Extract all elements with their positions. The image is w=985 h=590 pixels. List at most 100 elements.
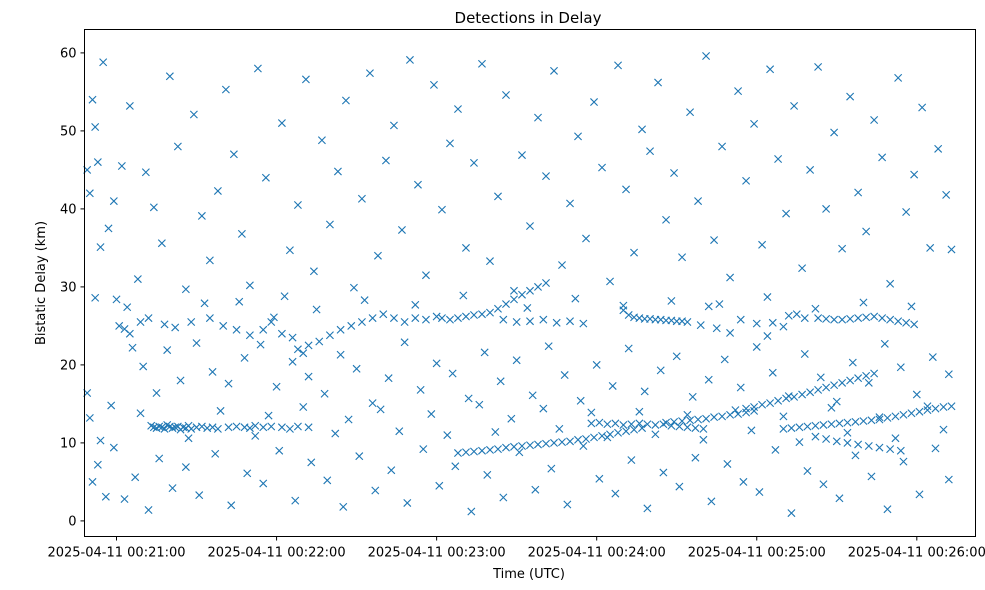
detection-point (915, 490, 924, 499)
detection-point (184, 434, 193, 443)
detection-point (694, 415, 703, 424)
detection-point (902, 208, 911, 217)
detection-point (464, 394, 473, 403)
detection-point (448, 369, 457, 378)
detection-point (411, 314, 420, 323)
x-tick-label: 2025-04-11 00:25:00 (688, 546, 826, 561)
y-tick-label: 40 (60, 202, 77, 217)
detection-point (742, 408, 751, 417)
detection-point (475, 400, 484, 409)
detection-point (566, 199, 575, 208)
detection-point (144, 505, 153, 514)
detection-point (264, 411, 273, 420)
detection-point (176, 376, 185, 385)
detection-point (763, 332, 772, 341)
detection-point (691, 453, 700, 462)
detection-point (285, 424, 294, 433)
detection-point (259, 423, 268, 432)
detection-point (101, 492, 110, 501)
detection-point (136, 409, 145, 418)
x-tick-label: 2025-04-11 00:23:00 (368, 546, 506, 561)
detection-point (403, 498, 412, 507)
detection-point (179, 423, 188, 432)
detection-point (384, 374, 393, 383)
detection-point (331, 429, 340, 438)
detection-point (139, 362, 148, 371)
detection-point (451, 462, 460, 471)
detection-point (750, 403, 759, 412)
x-tick-label: 2025-04-11 00:26:00 (848, 546, 985, 561)
detection-point (611, 419, 620, 428)
detection-point (619, 301, 628, 310)
detection-point (918, 103, 927, 112)
detection-point (205, 256, 214, 265)
detection-point (512, 318, 521, 326)
y-tick-label: 20 (60, 358, 77, 373)
detection-point (301, 75, 310, 84)
detection-point (141, 168, 150, 177)
detection-point (683, 410, 692, 419)
detection-point (397, 225, 406, 234)
detection-point (552, 318, 561, 327)
detection-point (160, 320, 169, 329)
detection-point (800, 314, 809, 323)
detection-point (939, 425, 948, 434)
detection-point (715, 300, 724, 309)
detection-point (766, 65, 775, 74)
detection-point (928, 353, 937, 362)
detection-point (341, 96, 350, 105)
detection-point (352, 364, 361, 373)
detection-point (437, 314, 446, 323)
detection-point (99, 58, 108, 67)
detection-point (499, 493, 508, 502)
detection-point (245, 331, 254, 340)
y-tick-label: 60 (60, 46, 77, 61)
detection-point (806, 165, 815, 174)
detection-point (208, 423, 217, 432)
detection-point (939, 403, 948, 412)
detection-point (277, 119, 286, 128)
detection-point (288, 333, 297, 342)
detection-point (437, 205, 446, 214)
detection-point (867, 416, 876, 425)
detection-point (854, 440, 863, 449)
detection-point (656, 366, 665, 375)
detection-point (237, 229, 246, 238)
detection-point (763, 293, 772, 302)
detection-point (774, 154, 783, 163)
detection-point (269, 313, 278, 322)
detection-point (726, 273, 735, 282)
detection-point (277, 329, 286, 338)
detection-point (299, 403, 308, 412)
detection-point (742, 176, 751, 185)
detection-point (531, 485, 540, 494)
detection-point (718, 412, 727, 421)
detection-point (365, 69, 374, 78)
detection-point (368, 314, 377, 323)
detection-point (483, 470, 492, 479)
detection-point (942, 190, 951, 199)
detection-point (211, 449, 220, 458)
x-tick-label: 2025-04-11 00:22:00 (208, 546, 346, 561)
detection-point (659, 468, 668, 477)
detection-point (299, 349, 308, 358)
detection-point (835, 494, 844, 503)
detection-point (115, 321, 124, 330)
detection-point (205, 314, 214, 323)
detection-point (502, 300, 510, 309)
detection-point (197, 211, 206, 220)
x-tick-label: 2025-04-11 00:21:00 (47, 546, 185, 561)
detection-point (518, 151, 526, 160)
detection-point (304, 423, 313, 432)
detection-point (750, 119, 759, 128)
detection-point (445, 315, 454, 324)
detection-point (891, 412, 900, 421)
detection-point (862, 371, 871, 380)
detection-point (491, 427, 500, 436)
detection-point (357, 194, 366, 203)
detection-point (718, 142, 727, 151)
detection-point (395, 427, 404, 436)
detection-point (750, 406, 759, 415)
detection-point (518, 290, 526, 299)
detection-point (163, 346, 172, 355)
